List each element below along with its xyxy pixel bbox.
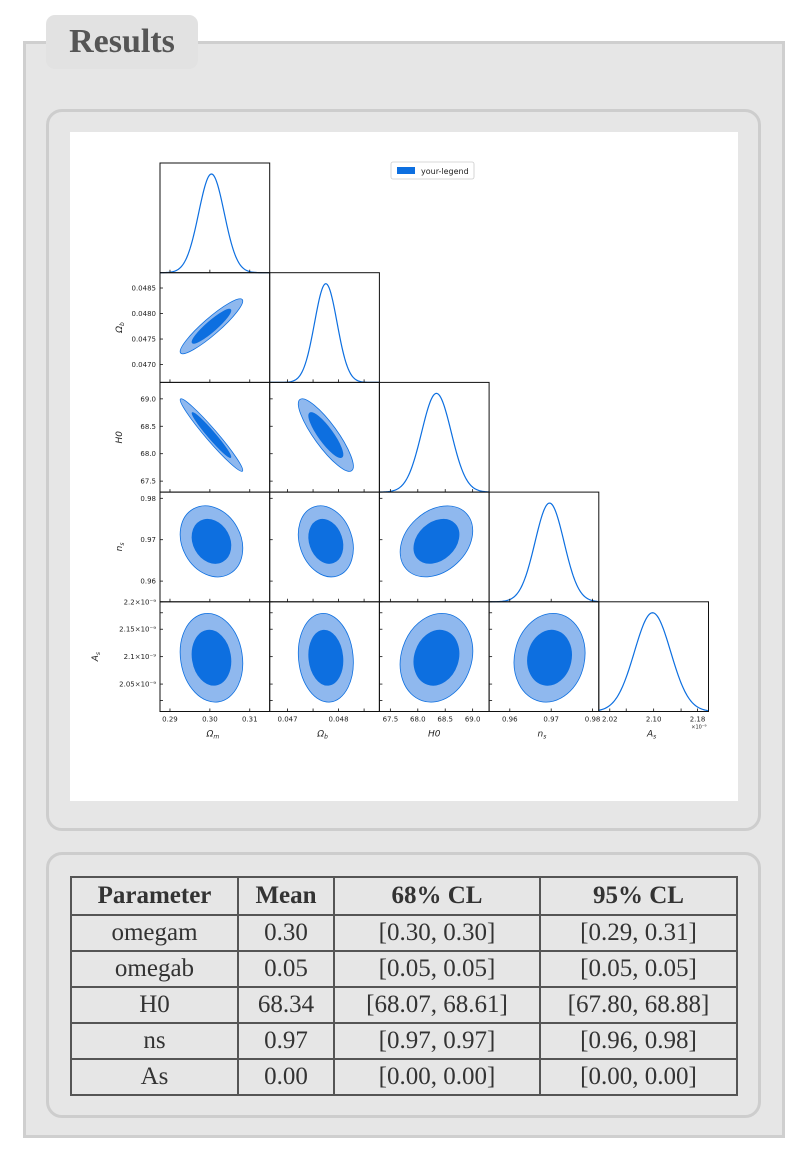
cell-68cl: [0.30, 0.30]	[333, 914, 541, 952]
y-axis-label-H0: H0	[115, 431, 125, 444]
contour-68-omegam-omegab	[191, 308, 232, 344]
cell-parameter: H0	[70, 986, 239, 1024]
cell-95cl: [0.05, 0.05]	[539, 950, 738, 988]
x-tick-label-ns: 0.96	[502, 716, 518, 724]
table-row: omegam 0.30 [0.30, 0.30] [0.29, 0.31]	[70, 914, 738, 952]
corner-plot: 0.29 0.30 0.31 Ωm 0.047 0.048 Ωb 67.5 68.0 68.5 69…	[70, 132, 738, 801]
x-axis-label-omegam: Ωm	[205, 730, 219, 741]
table-header-row: Parameter Mean 68% CL 95% CL	[70, 876, 738, 916]
x-tick-label-omegam: 0.30	[202, 716, 218, 724]
x-tick-label-omegab: 0.048	[329, 716, 349, 724]
y-tick-label-omegab: 0.0480	[132, 310, 157, 318]
y-tick-label-ns: 0.96	[140, 578, 156, 586]
cell-mean: 0.97	[237, 1022, 335, 1060]
y-tick-label-omegab: 0.0475	[132, 336, 157, 344]
panel-frame	[378, 381, 490, 493]
cell-parameter: omegab	[70, 950, 239, 988]
y-tick-label-As: 2.15×10⁻⁹	[119, 626, 156, 634]
x-tick-label-H0: 68.0	[410, 716, 426, 724]
results-title: Results	[46, 15, 198, 69]
cell-parameter: As	[70, 1058, 239, 1096]
cell-parameter: ns	[70, 1022, 239, 1060]
header-68cl: 68% CL	[333, 876, 541, 916]
x-tick-label-omegam: 0.29	[162, 716, 178, 724]
legend-label: your-legend	[421, 167, 469, 176]
cell-mean: 0.30	[237, 914, 335, 952]
y-tick-label-H0: 67.5	[140, 478, 156, 486]
cell-mean: 68.34	[237, 986, 335, 1024]
marginal-curve-ns	[489, 502, 599, 603]
x-axis-label-ns: ns	[538, 730, 547, 741]
y-tick-label-omegab: 0.0485	[132, 285, 157, 293]
marginal-curve-omegam	[159, 173, 270, 274]
y-tick-label-H0: 68.5	[140, 423, 156, 431]
x-tick-label-As: 2.18	[690, 716, 706, 724]
table-row: ns 0.97 [0.97, 0.97] [0.96, 0.98]	[70, 1022, 738, 1060]
header-95cl: 95% CL	[539, 876, 738, 916]
y-tick-label-omegab: 0.0470	[132, 361, 157, 369]
x-tick-label-H0: 68.5	[437, 716, 453, 724]
cell-95cl: [67.80, 68.88]	[539, 986, 738, 1024]
x-tick-label-omegab: 0.047	[278, 716, 298, 724]
x-tick-label-ns: 0.97	[543, 716, 559, 724]
cell-mean: 0.00	[237, 1058, 335, 1096]
table-row: omegab 0.05 [0.05, 0.05] [0.05, 0.05]	[70, 950, 738, 988]
cell-68cl: [68.07, 68.61]	[333, 986, 541, 1024]
marginal-curve-omegab	[269, 283, 380, 383]
cell-68cl: [0.97, 0.97]	[333, 1022, 541, 1060]
cell-68cl: [0.05, 0.05]	[333, 950, 541, 988]
cell-mean: 0.05	[237, 950, 335, 988]
cell-95cl: [0.00, 0.00]	[539, 1058, 738, 1096]
y-tick-label-As: 2.2×10⁻⁹	[124, 598, 157, 606]
header-mean: Mean	[237, 876, 335, 916]
cell-68cl: [0.00, 0.00]	[333, 1058, 541, 1096]
y-tick-label-H0: 68.0	[140, 450, 156, 458]
legend-swatch	[397, 167, 415, 174]
contour-68-omegam-ns	[191, 518, 232, 564]
y-axis-label-ns: ns	[115, 543, 126, 552]
legend-frame	[390, 161, 475, 180]
contour-68-omegam-H0	[191, 412, 232, 458]
x-tick-label-H0: 67.5	[383, 716, 399, 724]
x-tick-label-omegam: 0.31	[242, 716, 258, 724]
panel-frame	[598, 601, 709, 712]
marginal-curve-As	[598, 612, 709, 712]
contour-68-H0-ns	[413, 518, 460, 564]
y-axis-label-As: As	[91, 652, 102, 662]
header-parameter: Parameter	[70, 876, 239, 916]
y-tick-label-As: 2.1×10⁻⁹	[124, 653, 157, 661]
cell-95cl: [0.29, 0.31]	[539, 914, 738, 952]
y-axis-label-omegab: Ωb	[115, 322, 126, 334]
contour-68-H0-As	[413, 629, 460, 686]
panel-frame	[159, 162, 271, 274]
y-tick-label-H0: 69.0	[140, 395, 156, 403]
panel-frame	[269, 272, 380, 383]
marginal-curve-H0	[379, 392, 490, 493]
y-tick-label-ns: 0.97	[140, 536, 156, 544]
y-tick-label-ns: 0.98	[140, 495, 156, 503]
x-tick-label-H0: 69.0	[465, 716, 481, 724]
x-offset-label-As: ×10⁻⁹	[691, 725, 706, 731]
x-tick-label-As: 2.02	[602, 716, 618, 724]
x-tick-label-As: 2.10	[646, 716, 662, 724]
x-axis-label-As: As	[646, 730, 656, 741]
y-tick-label-As: 2.05×10⁻⁹	[119, 681, 156, 689]
table-row: As 0.00 [0.00, 0.00] [0.00, 0.00]	[70, 1058, 738, 1096]
cell-parameter: omegam	[70, 914, 239, 952]
contour-68-ns-As	[527, 629, 572, 686]
x-axis-label-H0: H0	[428, 730, 441, 740]
chart-legend: your-legend	[390, 161, 475, 180]
x-axis-label-omegab: Ωb	[316, 730, 328, 741]
contour-68-omegab-H0	[308, 412, 344, 458]
table-row: H0 68.34 [68.07, 68.61] [67.80, 68.88]	[70, 986, 738, 1024]
contour-68-omegam-As	[191, 629, 232, 686]
x-tick-label-ns: 0.98	[585, 716, 601, 724]
contour-68-omegab-ns	[308, 518, 344, 564]
panel-frame	[488, 491, 600, 603]
cell-95cl: [0.96, 0.98]	[539, 1022, 738, 1060]
parameter-table: Parameter Mean 68% CL 95% CL omegam 0.30…	[70, 876, 738, 1096]
contour-68-omegab-As	[308, 629, 344, 686]
